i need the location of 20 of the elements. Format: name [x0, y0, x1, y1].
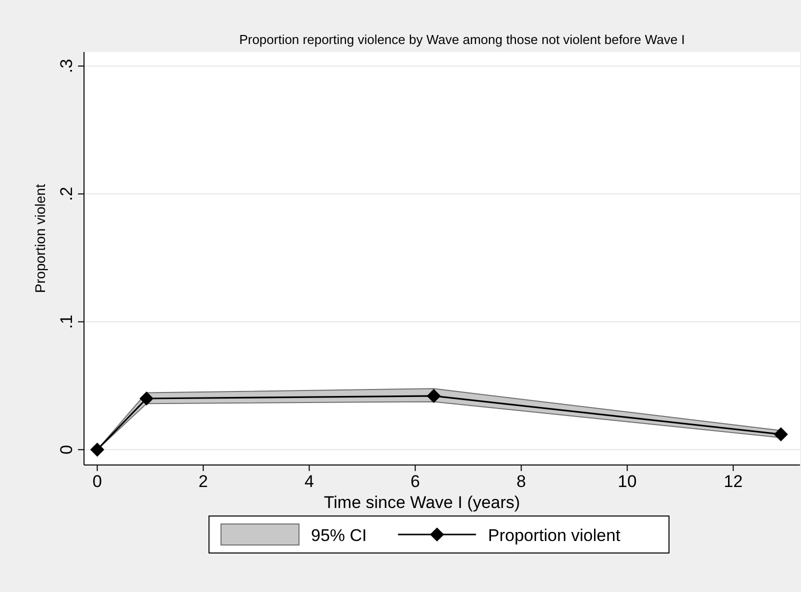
x-tick-label: 4	[304, 472, 314, 491]
point	[426, 388, 441, 403]
point	[774, 427, 788, 442]
point	[90, 442, 104, 457]
y-axis-title: Proportion violent	[32, 184, 48, 293]
x-tick-label: 0	[92, 472, 102, 491]
x-tick-label: 10	[618, 472, 637, 491]
x-tick-label: 8	[516, 472, 526, 491]
x-tick-label: 6	[410, 472, 420, 491]
y-tick-label: .2	[57, 186, 76, 202]
y-tick-label: .1	[57, 314, 76, 329]
x-axis-title: Time since Wave I (years)	[324, 493, 520, 512]
x-tick-label: 2	[198, 472, 208, 491]
y-tick-label: .3	[57, 58, 76, 74]
text: 95% CI	[311, 526, 367, 545]
legend-label: Proportion violent	[488, 526, 621, 545]
point	[140, 391, 154, 406]
chart-title: Proportion reporting violence by Wave among those not violent before Wave I	[239, 32, 685, 47]
y-tick-label: 0	[57, 444, 76, 454]
x-tick-label: 12	[724, 472, 743, 491]
